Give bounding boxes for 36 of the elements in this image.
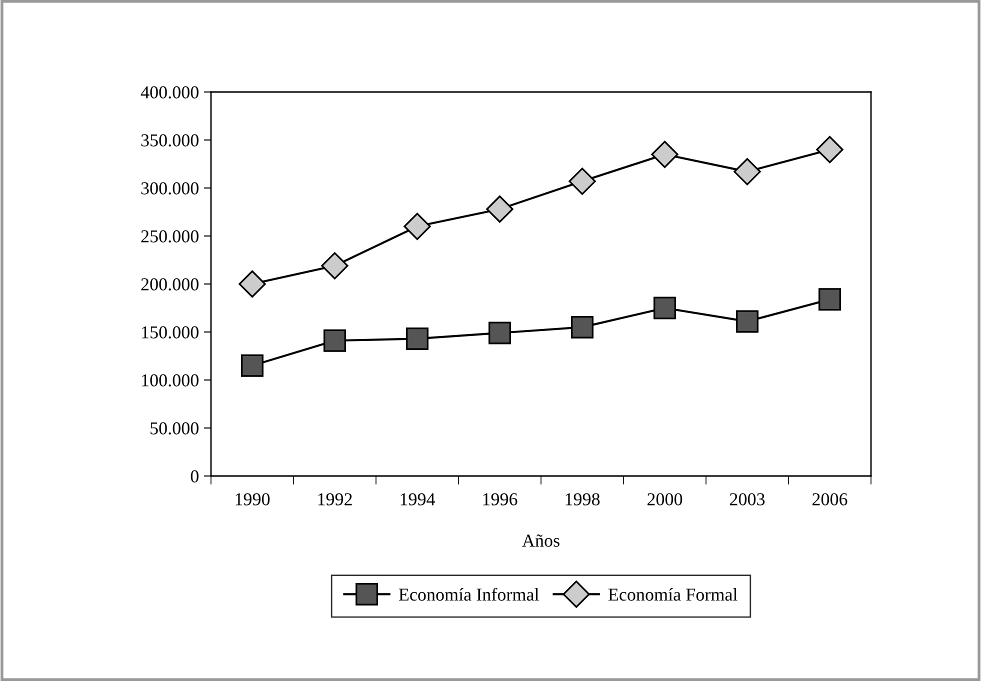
x-axis-title: Años: [522, 534, 560, 547]
point: [818, 288, 841, 311]
x-tick-label: 2000: [647, 493, 682, 506]
point: [736, 310, 758, 333]
y-tick-label: 150.000: [142, 326, 199, 339]
point: [734, 158, 761, 186]
point: [651, 140, 678, 168]
point: [486, 196, 514, 223]
point: [571, 316, 594, 338]
point: [816, 136, 844, 164]
point: [241, 354, 264, 377]
y-tick-label: 50.000: [150, 422, 199, 435]
y-tick-label: 0: [190, 470, 199, 482]
y-tick-label: 300.000: [141, 182, 199, 195]
x-tick-label: 1998: [566, 493, 600, 506]
y-tick-label: 200.000: [141, 278, 199, 291]
y-tick-label: 400.000: [140, 86, 199, 99]
point: [404, 212, 431, 240]
y-tick-label: 350.000: [141, 134, 199, 147]
y-tick-label: 100.000: [142, 374, 199, 387]
legend-label: Economía Informal: [398, 588, 539, 601]
x-tick-label: 2003: [730, 493, 765, 506]
point: [488, 322, 511, 344]
x-tick-label: 2006: [812, 493, 848, 506]
point: [321, 252, 348, 280]
x-tick-label: 1996: [483, 493, 518, 506]
legend-label: Economía Formal: [608, 588, 738, 601]
x-tick-label: 1992: [318, 493, 352, 506]
x-tick-label: 1990: [236, 493, 270, 506]
x-tick-label: 1994: [400, 493, 436, 506]
point: [238, 270, 266, 298]
point: [654, 296, 676, 320]
y-tick-label: 250.000: [141, 230, 199, 243]
point: [324, 329, 346, 352]
point: [406, 327, 428, 350]
point: [568, 168, 596, 195]
